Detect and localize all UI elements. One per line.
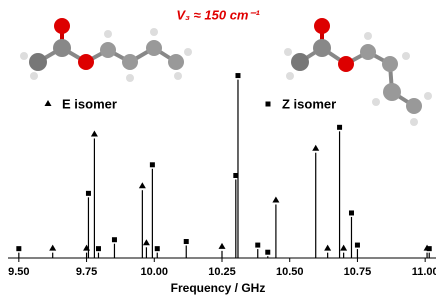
marker	[184, 239, 189, 244]
marker	[112, 237, 117, 242]
marker	[266, 102, 271, 107]
marker	[427, 246, 432, 251]
marker	[86, 191, 91, 196]
marker	[143, 239, 150, 245]
marker	[155, 246, 160, 251]
x-axis-label: Frequency / GHz	[171, 281, 266, 295]
marker	[235, 73, 240, 78]
marker	[150, 162, 155, 167]
marker	[337, 125, 342, 130]
molecule-e	[20, 18, 192, 82]
marker	[16, 246, 21, 251]
chart: V₃ ≈ 150 cm⁻¹ Frequency / GHz 9.50 9.75 10…	[0, 0, 436, 302]
marker	[312, 145, 319, 151]
marker	[324, 245, 331, 251]
legend-label: E isomer	[62, 96, 117, 111]
x-tick-label: 10.25	[208, 266, 236, 278]
marker	[219, 243, 226, 249]
marker	[139, 182, 146, 188]
marker	[355, 243, 360, 248]
marker	[96, 246, 101, 251]
x-tick-label: 9.50	[8, 266, 29, 278]
legend-label: Z isomer	[282, 96, 336, 111]
marker	[49, 245, 56, 251]
marker	[91, 130, 98, 136]
marker	[255, 243, 260, 248]
x-tick-label: 11.00	[412, 266, 436, 278]
x-tick-label: 10.00	[141, 266, 169, 278]
marker	[340, 245, 347, 251]
marker	[45, 100, 52, 106]
x-tick-label: 9.75	[76, 266, 97, 278]
x-tick-label: 10.75	[344, 266, 372, 278]
marker	[349, 210, 354, 215]
annotation: V₃ ≈ 150 cm⁻¹	[176, 7, 260, 22]
marker	[272, 196, 279, 202]
x-tick-label: 10.50	[276, 266, 304, 278]
marker	[265, 250, 270, 255]
